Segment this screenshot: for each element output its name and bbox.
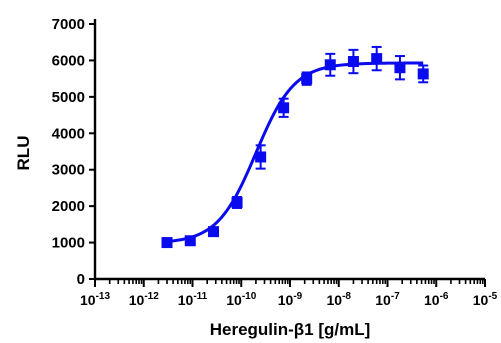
data-point-group bbox=[347, 48, 359, 75]
x-tick-label: 10-6 bbox=[424, 291, 449, 308]
x-tick-label: 10-10 bbox=[226, 291, 256, 308]
data-point bbox=[394, 62, 406, 74]
data-point-group bbox=[161, 237, 173, 249]
data-point bbox=[255, 151, 267, 163]
y-tick-label: 2000 bbox=[52, 198, 85, 215]
x-tick-label: 10-11 bbox=[178, 291, 208, 308]
data-point bbox=[231, 197, 243, 208]
fit-curve bbox=[166, 61, 424, 244]
data-point-group bbox=[278, 97, 290, 118]
x-tick-label: 10-5 bbox=[473, 291, 498, 308]
data-point-group bbox=[417, 64, 429, 84]
x-tick-label: 10-12 bbox=[129, 291, 159, 308]
data-point bbox=[371, 53, 383, 65]
data-point-group bbox=[371, 45, 383, 72]
data-point bbox=[278, 102, 290, 114]
x-tick-label: 10-7 bbox=[375, 291, 400, 308]
data-point-group bbox=[394, 55, 406, 81]
y-tick-label: 0 bbox=[77, 271, 85, 288]
data-point bbox=[301, 73, 313, 85]
data-point bbox=[347, 56, 359, 68]
x-axis-label: Heregulin-β1 [g/mL] bbox=[210, 320, 371, 339]
data-point-group bbox=[231, 196, 243, 209]
x-tick-label: 10-13 bbox=[80, 291, 110, 308]
data-point bbox=[161, 237, 173, 249]
y-tick-label: 6000 bbox=[52, 52, 85, 69]
data-point-group bbox=[184, 235, 196, 247]
data-point bbox=[208, 226, 220, 238]
data-point bbox=[417, 68, 429, 80]
y-tick-label: 4000 bbox=[52, 125, 85, 142]
y-tick-label: 5000 bbox=[52, 89, 85, 106]
data-point-group bbox=[301, 71, 313, 86]
x-tick-label: 10-9 bbox=[278, 291, 303, 308]
data-point-group bbox=[255, 144, 267, 170]
data-point bbox=[324, 59, 336, 71]
y-axis-label: RLU bbox=[14, 136, 33, 171]
x-tick-label: 10-8 bbox=[327, 291, 352, 308]
y-tick-label: 7000 bbox=[52, 16, 85, 33]
y-tick-label: 1000 bbox=[52, 235, 85, 252]
data-point bbox=[184, 235, 196, 247]
data-point-group bbox=[208, 226, 220, 238]
y-tick-label: 3000 bbox=[52, 162, 85, 179]
data-point-group bbox=[324, 52, 336, 77]
